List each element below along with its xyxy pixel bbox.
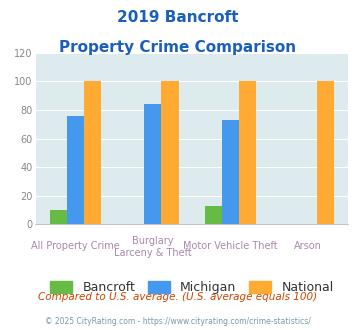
Bar [50, 210, 67, 224]
Text: © 2025 CityRating.com - https://www.cityrating.com/crime-statistics/: © 2025 CityRating.com - https://www.city… [45, 317, 310, 326]
Text: Compared to U.S. average. (U.S. average equals 100): Compared to U.S. average. (U.S. average … [38, 292, 317, 302]
Text: Property Crime Comparison: Property Crime Comparison [59, 40, 296, 54]
Bar [317, 82, 334, 224]
Text: All Property Crime: All Property Crime [31, 241, 120, 251]
Legend: Bancroft, Michigan, National: Bancroft, Michigan, National [45, 276, 339, 299]
Bar [144, 104, 162, 224]
Bar [162, 82, 179, 224]
Text: Burglary: Burglary [132, 236, 174, 246]
Bar [222, 120, 239, 224]
Bar [239, 82, 256, 224]
Bar [205, 206, 222, 224]
Text: Larceny & Theft: Larceny & Theft [114, 248, 192, 258]
Bar [67, 116, 84, 224]
Text: 2019 Bancroft: 2019 Bancroft [117, 10, 238, 25]
Text: Motor Vehicle Theft: Motor Vehicle Theft [183, 241, 278, 251]
Text: Arson: Arson [294, 241, 322, 251]
Bar [84, 82, 101, 224]
